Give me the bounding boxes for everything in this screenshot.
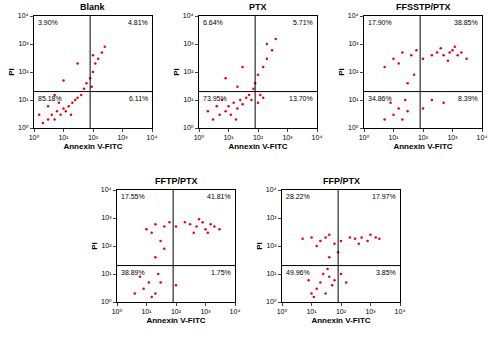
svg-text:FFSSTP/PTX: FFSSTP/PTX bbox=[396, 2, 451, 12]
svg-text:10⁴: 10⁴ bbox=[348, 12, 359, 19]
svg-text:10⁰: 10⁰ bbox=[18, 124, 29, 131]
svg-text:10¹: 10¹ bbox=[388, 134, 399, 141]
svg-text:FFP/PTX: FFP/PTX bbox=[323, 176, 360, 186]
svg-text:10⁴: 10⁴ bbox=[395, 308, 406, 315]
svg-text:10²: 10² bbox=[253, 134, 264, 141]
svg-text:6.64%: 6.64% bbox=[203, 19, 223, 26]
svg-text:10⁰: 10⁰ bbox=[101, 298, 112, 305]
svg-text:Blank: Blank bbox=[80, 2, 106, 12]
svg-text:10⁰: 10⁰ bbox=[348, 124, 359, 131]
svg-text:FFTP/PTX: FFTP/PTX bbox=[155, 176, 198, 186]
svg-text:10⁰: 10⁰ bbox=[183, 124, 194, 131]
svg-text:10²: 10² bbox=[171, 308, 182, 315]
svg-text:10²: 10² bbox=[183, 68, 194, 75]
svg-text:10¹: 10¹ bbox=[348, 96, 359, 103]
svg-text:10²: 10² bbox=[348, 68, 359, 75]
svg-text:PI: PI bbox=[172, 68, 181, 76]
svg-text:73.95%: 73.95% bbox=[203, 95, 227, 102]
svg-text:10¹: 10¹ bbox=[58, 134, 69, 141]
svg-text:4.81%: 4.81% bbox=[128, 19, 148, 26]
svg-text:10⁰: 10⁰ bbox=[112, 308, 123, 315]
svg-text:10⁰: 10⁰ bbox=[359, 134, 370, 141]
svg-text:10³: 10³ bbox=[200, 308, 211, 315]
svg-text:Annexin V-FITC: Annexin V-FITC bbox=[393, 142, 452, 151]
svg-text:17.97%: 17.97% bbox=[372, 193, 396, 200]
svg-text:10²: 10² bbox=[336, 308, 347, 315]
svg-text:10³: 10³ bbox=[101, 214, 112, 221]
svg-text:41.81%: 41.81% bbox=[207, 193, 231, 200]
svg-text:PI: PI bbox=[337, 68, 346, 76]
svg-text:10³: 10³ bbox=[117, 134, 128, 141]
svg-text:10²: 10² bbox=[101, 242, 112, 249]
svg-text:Annexin V-FITC: Annexin V-FITC bbox=[228, 142, 287, 151]
svg-text:10³: 10³ bbox=[365, 308, 376, 315]
svg-text:10²: 10² bbox=[88, 134, 99, 141]
svg-text:49.96%: 49.96% bbox=[286, 269, 310, 276]
svg-text:8.39%: 8.39% bbox=[458, 95, 478, 102]
svg-text:10³: 10³ bbox=[282, 134, 293, 141]
svg-text:10⁴: 10⁴ bbox=[147, 134, 158, 141]
svg-text:10⁰: 10⁰ bbox=[29, 134, 40, 141]
svg-text:10³: 10³ bbox=[348, 40, 359, 47]
svg-text:10¹: 10¹ bbox=[141, 308, 152, 315]
svg-text:10²: 10² bbox=[418, 134, 429, 141]
svg-text:10³: 10³ bbox=[183, 40, 194, 47]
svg-text:34.86%: 34.86% bbox=[368, 95, 392, 102]
svg-text:10⁴: 10⁴ bbox=[312, 134, 323, 141]
svg-text:10⁴: 10⁴ bbox=[183, 12, 194, 19]
svg-text:10¹: 10¹ bbox=[101, 270, 112, 277]
svg-text:17.90%: 17.90% bbox=[368, 19, 392, 26]
svg-text:Annexin V-FITC: Annexin V-FITC bbox=[311, 316, 370, 325]
svg-text:10¹: 10¹ bbox=[223, 134, 234, 141]
svg-text:10⁰: 10⁰ bbox=[194, 134, 205, 141]
svg-text:10¹: 10¹ bbox=[266, 270, 277, 277]
svg-text:10⁴: 10⁴ bbox=[18, 12, 29, 19]
svg-text:PI: PI bbox=[90, 242, 99, 250]
svg-text:10²: 10² bbox=[18, 68, 29, 75]
svg-text:10⁴: 10⁴ bbox=[477, 134, 488, 141]
svg-text:10⁴: 10⁴ bbox=[230, 308, 241, 315]
svg-text:PI: PI bbox=[7, 68, 16, 76]
svg-text:Annexin V-FITC: Annexin V-FITC bbox=[63, 142, 122, 151]
svg-text:28.22%: 28.22% bbox=[286, 193, 310, 200]
svg-text:38.89%: 38.89% bbox=[121, 269, 145, 276]
svg-text:1.75%: 1.75% bbox=[211, 269, 231, 276]
svg-text:10³: 10³ bbox=[18, 40, 29, 47]
svg-text:PTX: PTX bbox=[249, 2, 267, 12]
svg-text:10⁴: 10⁴ bbox=[101, 186, 112, 193]
svg-text:5.71%: 5.71% bbox=[293, 19, 313, 26]
svg-text:10⁰: 10⁰ bbox=[277, 308, 288, 315]
svg-text:10¹: 10¹ bbox=[306, 308, 317, 315]
svg-text:10³: 10³ bbox=[266, 214, 277, 221]
svg-text:10¹: 10¹ bbox=[18, 96, 29, 103]
svg-text:6.11%: 6.11% bbox=[129, 95, 148, 102]
svg-text:10⁰: 10⁰ bbox=[266, 298, 277, 305]
svg-text:38.85%: 38.85% bbox=[454, 19, 478, 26]
svg-text:10³: 10³ bbox=[447, 134, 458, 141]
svg-text:85.18%: 85.18% bbox=[38, 95, 62, 102]
svg-text:13.70%: 13.70% bbox=[289, 95, 313, 102]
svg-text:3.85%: 3.85% bbox=[376, 269, 396, 276]
svg-text:10²: 10² bbox=[266, 242, 277, 249]
svg-text:10⁴: 10⁴ bbox=[266, 186, 277, 193]
svg-text:10¹: 10¹ bbox=[183, 96, 194, 103]
svg-text:3.90%: 3.90% bbox=[38, 19, 58, 26]
svg-text:Annexin V-FITC: Annexin V-FITC bbox=[146, 316, 205, 325]
svg-text:17.55%: 17.55% bbox=[121, 193, 145, 200]
svg-text:PI: PI bbox=[255, 242, 264, 250]
